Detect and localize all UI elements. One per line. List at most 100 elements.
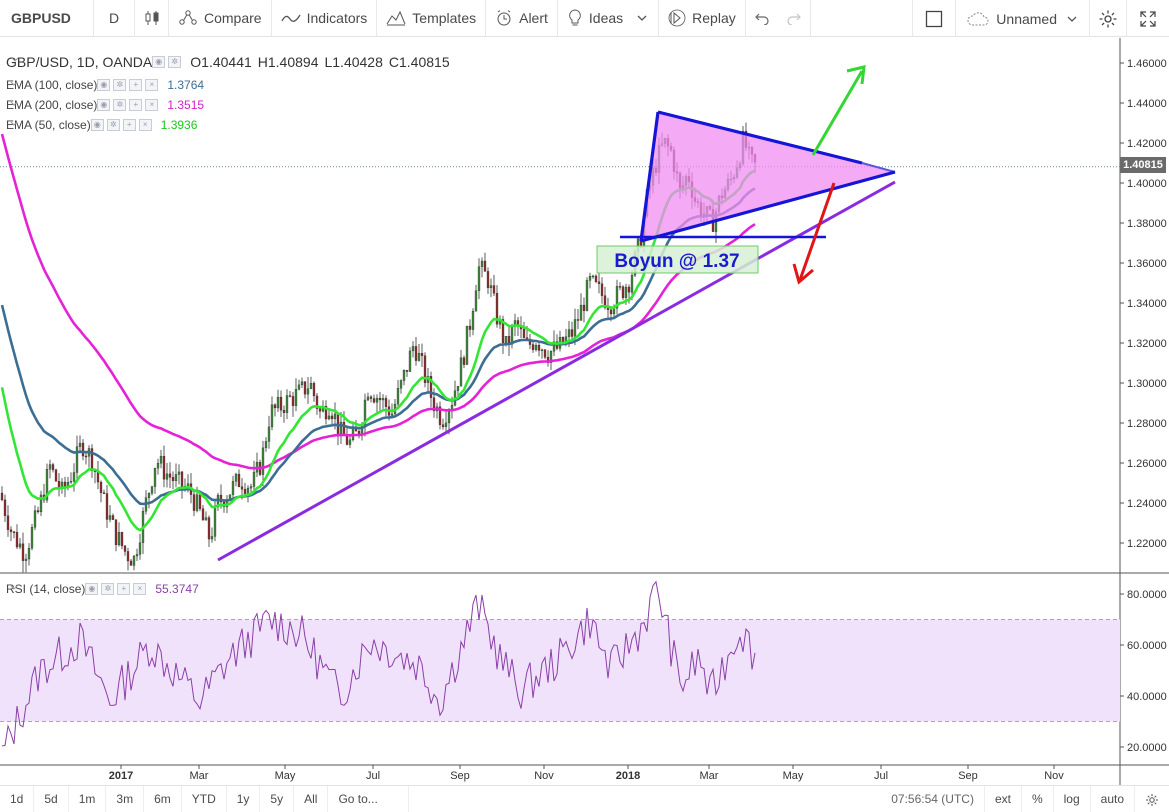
ema100-label: EMA (100, close) bbox=[6, 78, 98, 92]
templates-button[interactable]: Templates bbox=[377, 0, 487, 37]
rsi-legend[interactable]: RSI (14, close) ◉ ✲ + × 55.3747 bbox=[6, 582, 199, 596]
candle-body bbox=[153, 467, 157, 487]
interval-button[interactable]: D bbox=[94, 0, 135, 37]
compare-label: Compare bbox=[204, 10, 262, 26]
candle-body bbox=[318, 408, 322, 412]
main-series-legend: GBP/USD, 1D, OANDA ◉ ✲ O1.40441 H1.40894… bbox=[6, 54, 450, 70]
candle-body bbox=[114, 519, 118, 546]
candle-body bbox=[447, 410, 451, 424]
plus-icon[interactable]: + bbox=[129, 99, 143, 111]
price-tick-label: 1.38000 bbox=[1127, 218, 1167, 230]
eye-icon[interactable]: ◉ bbox=[97, 99, 111, 111]
log-toggle[interactable]: log bbox=[1054, 786, 1091, 812]
symbol-search[interactable]: GBPUSD bbox=[0, 0, 94, 37]
bottom-right-group: 07:56:54 (UTC) ext % log auto bbox=[881, 786, 1169, 812]
candle-body bbox=[54, 469, 58, 482]
indicators-button[interactable]: Indicators bbox=[272, 0, 378, 37]
price-tick-label: 1.32000 bbox=[1127, 338, 1167, 350]
gear-icon[interactable]: ✲ bbox=[101, 583, 115, 595]
time-tick-label: Sep bbox=[450, 770, 470, 782]
range-button-1d[interactable]: 1d bbox=[0, 785, 35, 812]
candle-body bbox=[531, 344, 535, 350]
candle-body bbox=[462, 357, 466, 365]
gear-icon[interactable]: ✲ bbox=[113, 79, 127, 91]
compare-button[interactable]: Compare bbox=[169, 0, 272, 37]
range-button-3m[interactable]: 3m bbox=[106, 785, 145, 812]
plus-icon[interactable]: + bbox=[122, 119, 136, 131]
candle-body bbox=[627, 286, 631, 293]
rsi-tick-label: 80.0000 bbox=[1127, 589, 1167, 601]
close-icon[interactable]: × bbox=[133, 583, 147, 595]
range-button-6m[interactable]: 6m bbox=[144, 785, 182, 812]
templates-icon bbox=[386, 10, 406, 26]
gear-icon[interactable]: ✲ bbox=[113, 99, 127, 111]
ext-toggle[interactable]: ext bbox=[985, 786, 1022, 812]
candle-body bbox=[120, 532, 124, 547]
range-button-1y[interactable]: 1y bbox=[227, 785, 261, 812]
candle-body bbox=[576, 319, 580, 321]
price-tick-label: 1.28000 bbox=[1127, 418, 1167, 430]
expand-icon bbox=[1140, 10, 1156, 27]
range-button-all[interactable]: All bbox=[294, 785, 329, 812]
candle-body bbox=[570, 329, 574, 337]
redo-button[interactable] bbox=[778, 0, 811, 37]
layout-menu-button[interactable]: Unnamed bbox=[956, 0, 1090, 37]
candle-body bbox=[384, 398, 388, 407]
candle-body bbox=[489, 285, 493, 289]
settings-button[interactable] bbox=[1090, 0, 1127, 37]
gear-icon[interactable]: ✲ bbox=[168, 56, 182, 68]
candle-body bbox=[165, 473, 169, 480]
candle-body bbox=[168, 473, 172, 478]
axis-settings-button[interactable] bbox=[1135, 786, 1169, 812]
time-tick-label: 2018 bbox=[616, 770, 640, 782]
chart-style-button[interactable] bbox=[135, 0, 169, 37]
eye-icon[interactable]: ◉ bbox=[97, 79, 111, 91]
auto-toggle[interactable]: auto bbox=[1091, 786, 1135, 812]
candle-body bbox=[573, 319, 577, 337]
fullscreen-chart-button[interactable] bbox=[912, 0, 957, 37]
layout-name: Unnamed bbox=[996, 10, 1057, 27]
range-button-5y[interactable]: 5y bbox=[260, 785, 295, 812]
eye-icon[interactable]: ◉ bbox=[90, 119, 104, 131]
ema200-legend[interactable]: EMA (200, close) ◉ ✲ + × 1.3515 bbox=[6, 98, 204, 112]
candle-body bbox=[90, 448, 94, 471]
ema100-legend[interactable]: EMA (100, close) ◉ ✲ + × 1.3764 bbox=[6, 78, 204, 92]
close-icon[interactable]: × bbox=[145, 99, 159, 111]
eye-icon[interactable]: ◉ bbox=[152, 56, 166, 68]
candle-body bbox=[150, 486, 154, 494]
candle-body bbox=[486, 271, 490, 289]
ideas-button[interactable]: Ideas bbox=[558, 0, 660, 37]
candle-body bbox=[27, 548, 31, 560]
gear-icon[interactable]: ✲ bbox=[106, 119, 120, 131]
price-tick-label: 1.26000 bbox=[1127, 458, 1167, 470]
ema50-legend[interactable]: EMA (50, close) ◉ ✲ + × 1.3936 bbox=[6, 118, 197, 132]
candle-body bbox=[399, 380, 403, 389]
time-tick-label: Jul bbox=[366, 770, 380, 782]
fullscreen-button[interactable] bbox=[1127, 0, 1169, 37]
candle-body bbox=[441, 424, 445, 427]
alert-button[interactable]: Alert bbox=[486, 0, 558, 37]
chevron-down-icon bbox=[10, 101, 18, 106]
close-icon[interactable]: × bbox=[145, 79, 159, 91]
gear-icon bbox=[1099, 10, 1117, 27]
percent-toggle[interactable]: % bbox=[1022, 786, 1054, 812]
candle-body bbox=[537, 345, 541, 351]
range-button-1m[interactable]: 1m bbox=[69, 785, 107, 812]
goto-button[interactable]: Go to... bbox=[328, 785, 409, 812]
compare-icon bbox=[179, 10, 197, 25]
chevron-down-icon bbox=[10, 121, 18, 126]
time-tick-label: May bbox=[275, 770, 296, 782]
chart-canvas[interactable]: 1.46000 1.44000 1.42000 1.40000 1.38000 1.360… bbox=[0, 38, 1169, 785]
range-button-5d[interactable]: 5d bbox=[34, 785, 69, 812]
undo-button[interactable] bbox=[746, 0, 778, 37]
candle-body bbox=[369, 396, 373, 399]
replay-button[interactable]: Replay bbox=[659, 0, 746, 37]
plus-icon[interactable]: + bbox=[129, 79, 143, 91]
chart-area[interactable]: 1.46000 1.44000 1.42000 1.40000 1.38000 1.360… bbox=[0, 38, 1169, 785]
eye-icon[interactable]: ◉ bbox=[85, 583, 99, 595]
candle-body bbox=[69, 481, 73, 483]
plus-icon[interactable]: + bbox=[117, 583, 131, 595]
range-button-ytd[interactable]: YTD bbox=[182, 785, 227, 812]
close-icon[interactable]: × bbox=[138, 119, 152, 131]
time-tick-label: Sep bbox=[958, 770, 978, 782]
